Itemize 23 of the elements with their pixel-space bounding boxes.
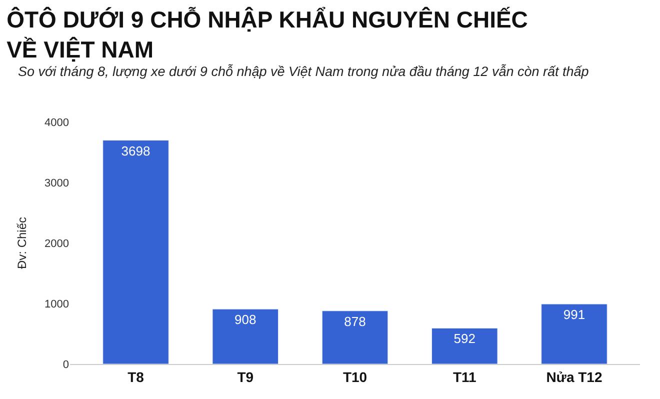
bar [431,328,498,364]
bar [212,308,279,364]
y-tick-label: 0 [62,358,69,371]
y-axis-title: Đv: Chiếc [14,216,29,270]
data-label: 3698 [121,143,150,158]
x-tick-label: T9 [237,368,254,385]
y-tick-label: 3000 [44,177,69,190]
y-tick-label: 4000 [44,116,69,129]
y-tick-label: 1000 [44,298,69,310]
bar [102,140,169,364]
data-label: 908 [234,312,256,328]
x-tick-label: T8 [128,368,144,385]
chart-title: ÔTÔ DƯỚI 9 CHỖ NHẬP KHẨU NGUYÊN CHIẾC VỀ VIỆT NAM [6,6,528,62]
bar [541,304,608,364]
data-label: 991 [563,307,586,322]
chart-subtitle: So với tháng 8, lượng xe dưới 9 chỗ nhập về Việt Nam trong nửa đầu tháng 12 vẫn còn rất thấp [18,64,590,79]
y-tick-label: 2000 [44,238,69,250]
bar [322,310,388,364]
x-tick-label: Nửa T12 [546,368,602,385]
x-tick-label: T11 [452,368,477,385]
data-label: 878 [344,314,366,329]
data-label: 592 [454,331,476,346]
x-tick-label: T10 [342,368,368,385]
